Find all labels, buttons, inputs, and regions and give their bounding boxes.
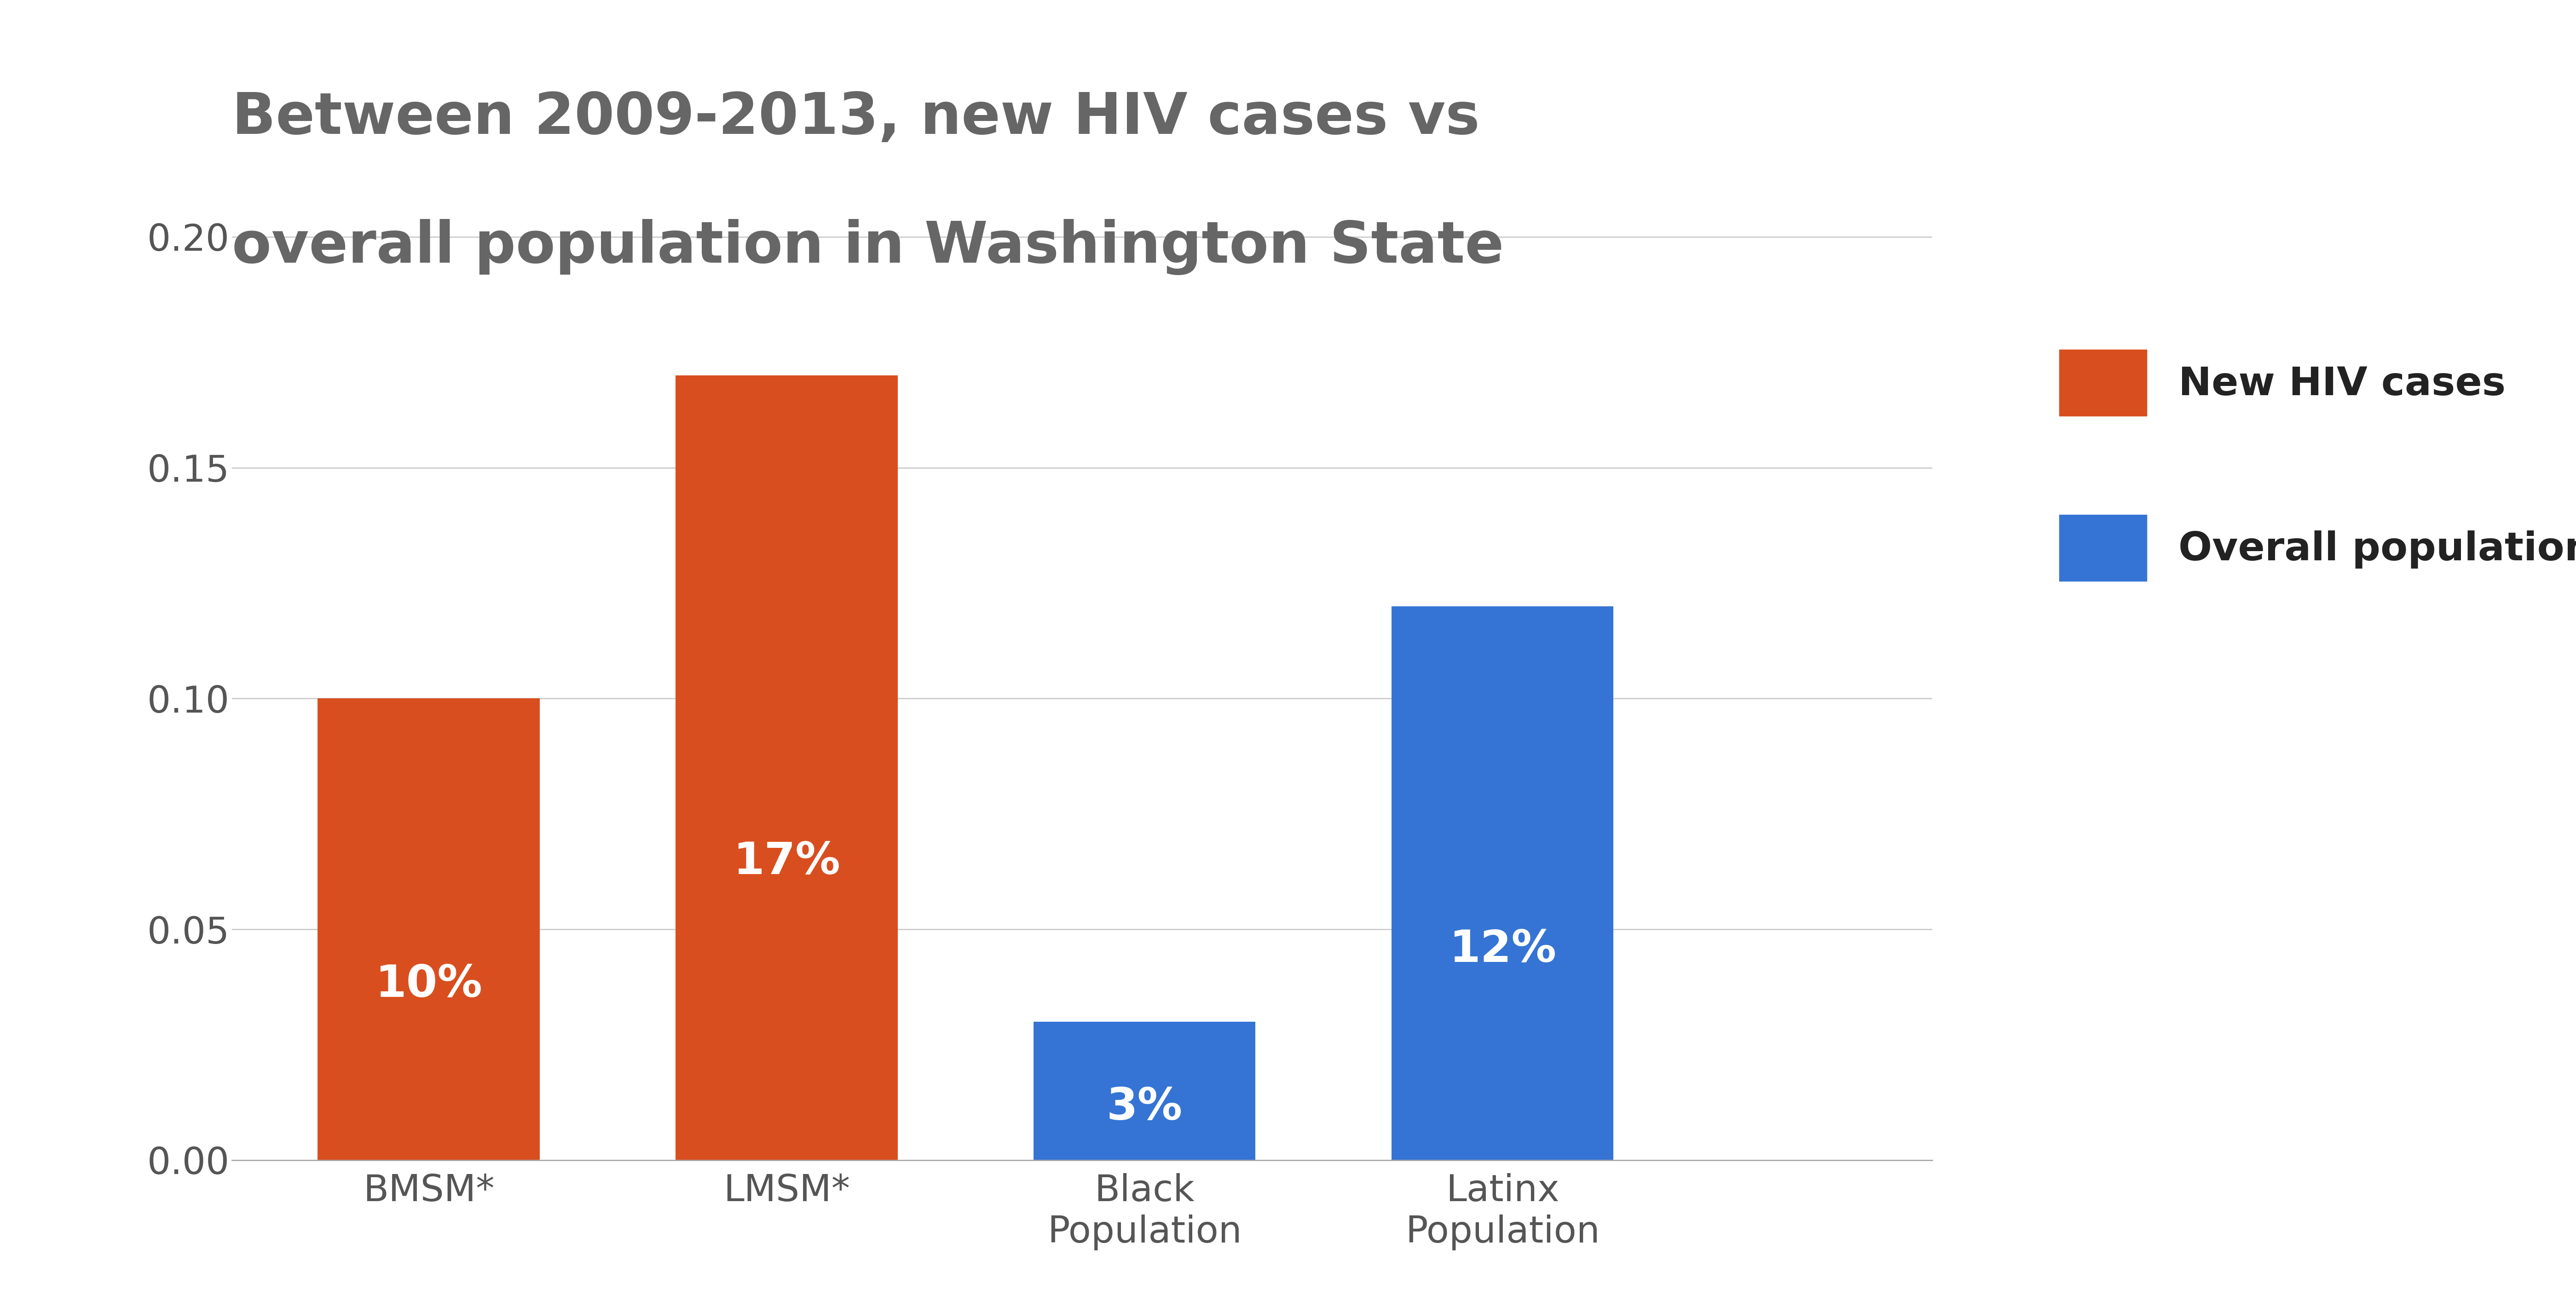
Text: 12%: 12% <box>1448 928 1556 971</box>
Bar <box>317 699 538 1160</box>
Bar <box>1033 1022 1255 1160</box>
Bar <box>1391 606 1613 1160</box>
Text: Between 2009-2013, new HIV cases vs: Between 2009-2013, new HIV cases vs <box>232 90 1479 146</box>
Bar <box>675 375 896 1160</box>
Text: overall population in Washington State: overall population in Washington State <box>232 219 1504 276</box>
Text: 10%: 10% <box>376 963 482 1007</box>
Text: 3%: 3% <box>1108 1087 1182 1129</box>
Text: 17%: 17% <box>734 840 840 883</box>
Legend: New HIV cases, Overall population: New HIV cases, Overall population <box>2020 309 2576 621</box>
